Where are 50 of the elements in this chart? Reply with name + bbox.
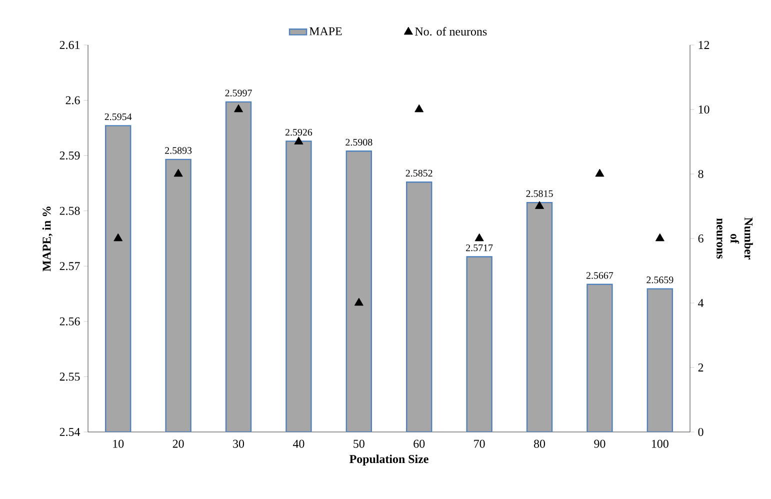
y2-tick-label: 4 xyxy=(698,299,704,307)
data-label: 2.5893 xyxy=(165,147,192,154)
point xyxy=(174,168,183,177)
y-tick-label: 2.58 xyxy=(60,206,80,215)
y2-axis-title: Number of neurons xyxy=(716,217,753,260)
y-tick-label: 2.59 xyxy=(60,152,80,160)
y-tick-label: 2.56 xyxy=(60,317,80,326)
y2-tick-label: 10 xyxy=(698,105,710,114)
data-label: 2.5815 xyxy=(526,190,553,198)
y-tick-label: 2.6 xyxy=(66,96,80,104)
x-tick-label: 70 xyxy=(474,440,485,448)
x-tick-label: 60 xyxy=(414,440,425,448)
y2-tick-label: 2 xyxy=(698,364,704,372)
data-label: 2.5852 xyxy=(406,170,432,177)
x-tick-label: 90 xyxy=(594,440,606,448)
point xyxy=(655,233,664,242)
data-label: 2.5926 xyxy=(285,128,312,136)
point xyxy=(234,104,244,112)
point xyxy=(595,168,604,177)
point xyxy=(414,104,424,112)
data-label: 2.5717 xyxy=(466,244,493,252)
data-label: 2.5997 xyxy=(225,90,252,96)
point xyxy=(535,201,544,209)
x-tick-label: 10 xyxy=(113,440,124,448)
point xyxy=(114,233,123,242)
x-tick-label: 80 xyxy=(534,440,546,448)
point xyxy=(474,233,484,242)
x-tick-label: 20 xyxy=(172,440,184,448)
data-label: 2.5954 xyxy=(104,113,132,120)
legend-label: MAPE xyxy=(309,27,342,36)
x-tick-label: 100 xyxy=(652,440,668,448)
point xyxy=(294,136,304,144)
data-label: 2.5659 xyxy=(646,276,674,284)
y2-tick-label: 12 xyxy=(698,41,710,49)
y-tick-label: 2.55 xyxy=(60,372,80,381)
y2-tick-label: 0 xyxy=(698,428,704,436)
x-axis-title: Population Size xyxy=(350,454,428,466)
y2-tick-label: 8 xyxy=(698,170,704,178)
data-label: 2.5667 xyxy=(586,272,614,279)
y-tick-label: 2.54 xyxy=(60,428,80,436)
x-tick-label: 50 xyxy=(354,440,364,448)
y-axis-title: MAPE, in % xyxy=(42,206,52,272)
x-tick-label: 40 xyxy=(292,440,304,448)
data-label: 2.5908 xyxy=(346,138,372,146)
y2-tick-label: 6 xyxy=(698,234,704,242)
point xyxy=(354,298,364,306)
x-tick-label: 30 xyxy=(233,440,244,448)
y-tick-label: 2.57 xyxy=(60,262,80,270)
y-tick-label: 2.61 xyxy=(60,40,80,50)
legend-label: No. of neurons xyxy=(415,27,487,36)
